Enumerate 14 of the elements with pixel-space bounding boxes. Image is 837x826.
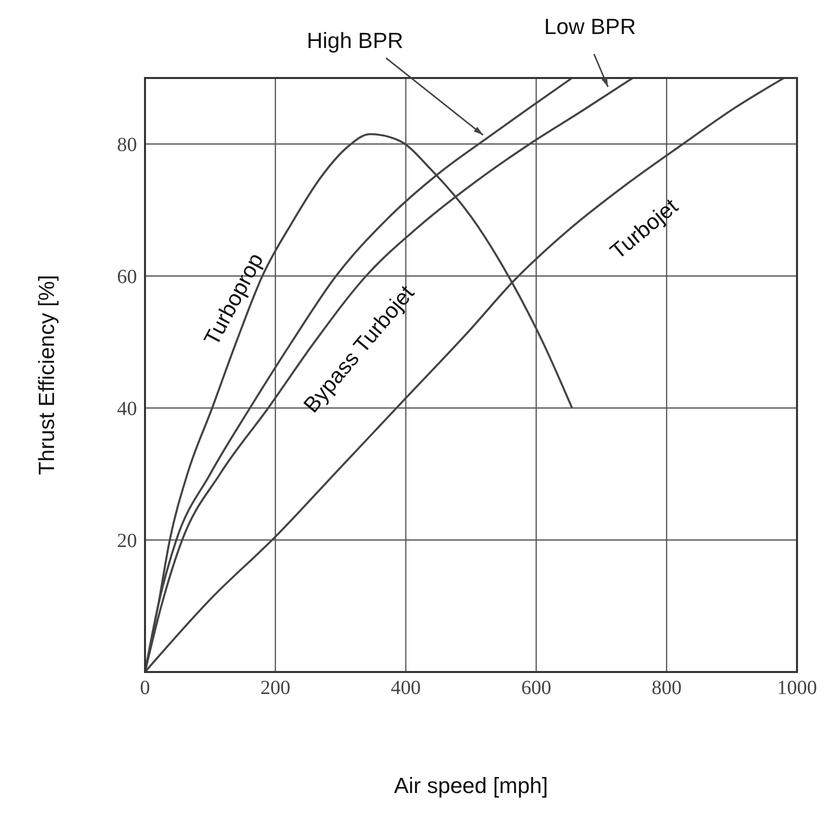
- y-tick-label: 20: [117, 530, 137, 552]
- text: High BPR: [306, 28, 404, 53]
- x-tick-label: 0: [140, 677, 150, 700]
- x-tick-label: 800: [652, 677, 682, 700]
- x-tick-label: 1000: [777, 677, 817, 700]
- x-tick-label: 600: [521, 677, 552, 700]
- y-tick-label: 80: [117, 134, 137, 156]
- y-tick-label: 40: [117, 398, 137, 420]
- x-tick-label: 200: [260, 677, 290, 700]
- y-axis-title: Thrust Efficiency [%]: [34, 274, 59, 476]
- x-axis-title: Air speed [mph]: [394, 773, 548, 798]
- x-tick-label: 400: [390, 677, 421, 700]
- series-label: Low BPR: [544, 14, 636, 39]
- y-tick-label: 60: [117, 266, 137, 288]
